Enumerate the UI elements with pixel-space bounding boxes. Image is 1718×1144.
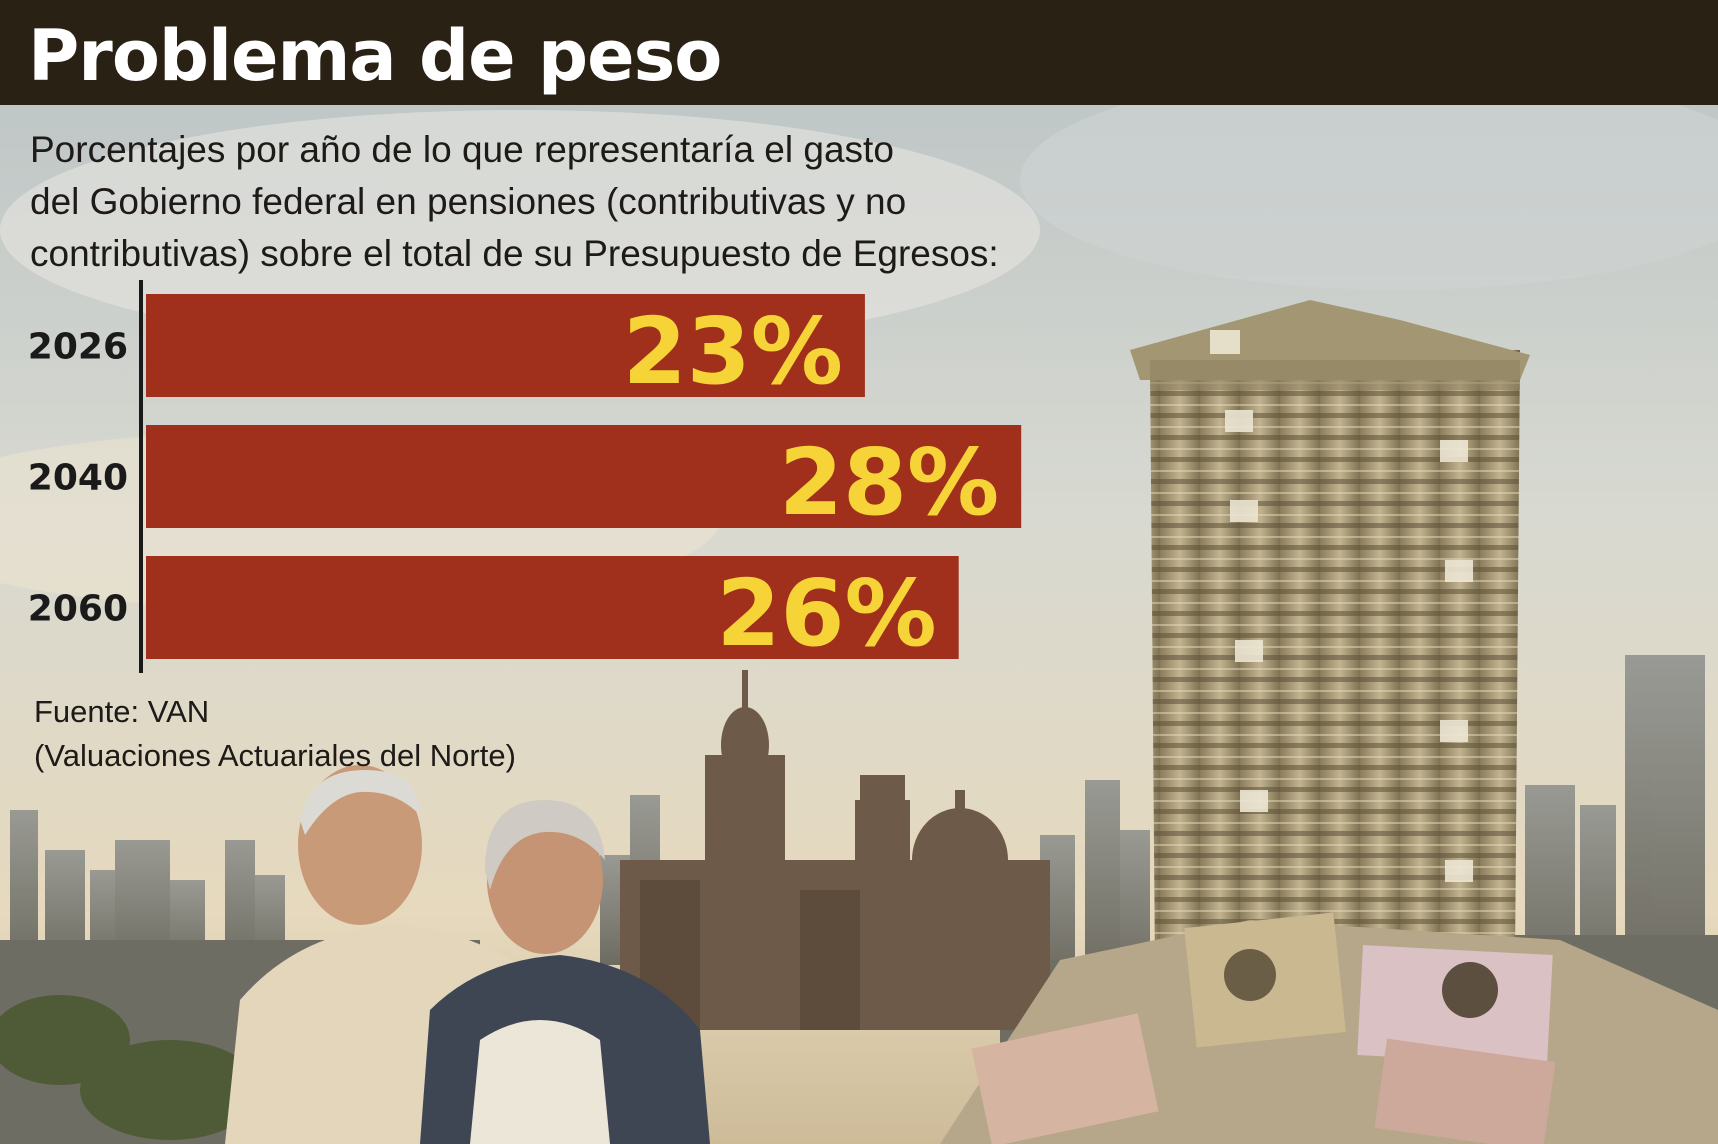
page-title: Problema de peso bbox=[28, 15, 722, 97]
value-label: 28% bbox=[779, 429, 999, 536]
bar-2026 bbox=[146, 294, 865, 397]
category-label: 2026 bbox=[28, 327, 128, 368]
value-label: 26% bbox=[716, 560, 936, 667]
subtitle: Porcentajes por año de lo que representa… bbox=[30, 124, 1030, 280]
bar-2060 bbox=[146, 556, 959, 659]
subtitle-line: del Gobierno federal en pensiones (contr… bbox=[30, 181, 907, 222]
subtitle-line: Porcentajes por año de lo que representa… bbox=[30, 129, 894, 170]
cloud bbox=[1020, 70, 1718, 290]
source-line: (Valuaciones Actuariales del Norte) bbox=[34, 738, 516, 773]
category-label: 2060 bbox=[28, 589, 128, 630]
bar-2040 bbox=[146, 425, 1022, 528]
value-label: 23% bbox=[623, 298, 843, 405]
cathedral bbox=[620, 670, 1050, 1030]
subtitle-line: contributivas) sobre el total de su Pres… bbox=[30, 233, 999, 274]
source-note: Fuente: VAN (Valuaciones Actuariales del… bbox=[34, 690, 516, 778]
category-label: 2040 bbox=[28, 458, 128, 499]
money-stack bbox=[940, 300, 1718, 1144]
source-line: Fuente: VAN bbox=[34, 694, 210, 729]
elderly-couple bbox=[225, 765, 710, 1144]
cloud bbox=[0, 110, 1040, 350]
header-band bbox=[0, 0, 1718, 105]
